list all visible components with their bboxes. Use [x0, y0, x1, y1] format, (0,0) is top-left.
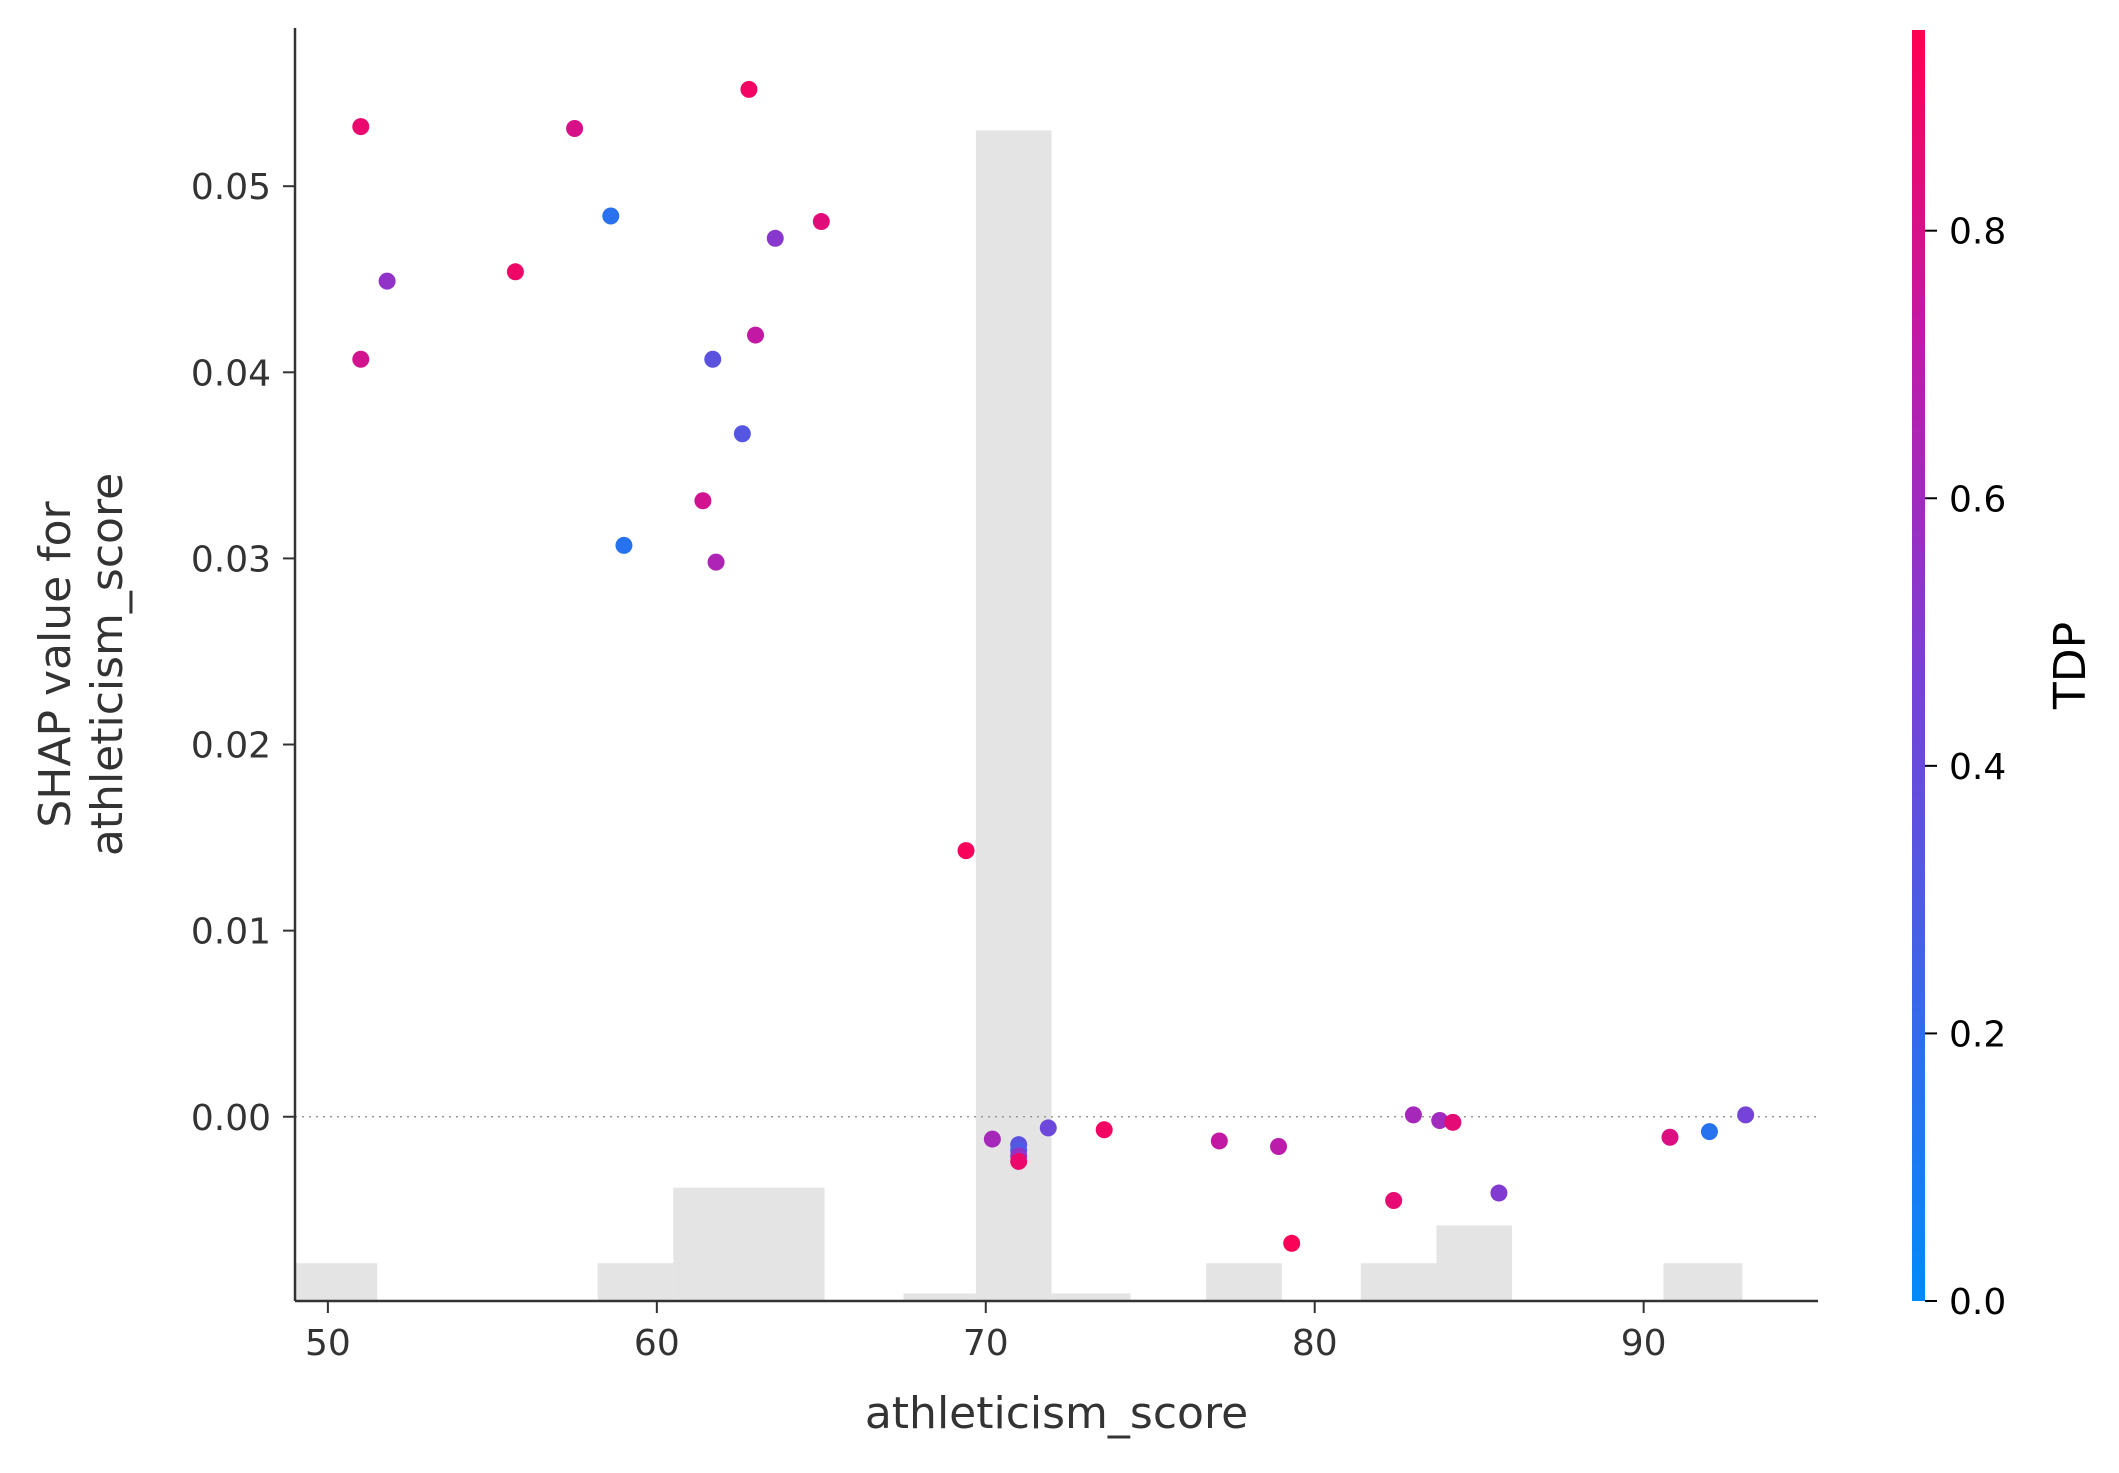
x-axis-label: athleticism_score [865, 1388, 1248, 1439]
scatter-point-22 [1095, 1121, 1113, 1139]
scatter-point-32 [1700, 1123, 1718, 1141]
scatter-point-27 [1404, 1106, 1422, 1124]
histogram-bar-1 [597, 1263, 674, 1301]
colorbar-gradient [1912, 30, 1925, 1301]
colorbar-tick-label-2: 0.4 [1949, 747, 2006, 788]
scatter-point-21 [1039, 1119, 1057, 1137]
scatter-point-23 [1210, 1132, 1228, 1150]
y-tick-label-2: 0.02 [191, 726, 271, 767]
histogram-bar-7 [1360, 1263, 1437, 1301]
scatter-point-33 [1737, 1106, 1755, 1124]
scatter-point-25 [1283, 1234, 1301, 1252]
histogram-bar-4 [975, 130, 1052, 1302]
scatter-point-6 [615, 536, 633, 554]
y-tick-label-5: 0.05 [191, 167, 271, 208]
x-tick-label-0: 50 [305, 1323, 351, 1364]
scatter-point-28 [1431, 1111, 1449, 1129]
scatter-point-8 [704, 350, 722, 368]
scatter-point-15 [957, 842, 975, 860]
scatter-point-0 [352, 118, 370, 136]
y-axis-label-line-2: athleticism_score [82, 473, 133, 856]
colorbar-tick-label-1: 0.2 [1949, 1014, 2006, 1055]
scatter-point-12 [747, 326, 765, 344]
histogram-bar-5 [1051, 1293, 1131, 1301]
histogram-bar-9 [1663, 1263, 1743, 1301]
x-tick-label-1: 60 [634, 1323, 680, 1364]
scatter-point-2 [378, 272, 396, 290]
histogram-bar-3 [903, 1293, 976, 1301]
y-tick-label-4: 0.04 [191, 353, 271, 394]
y-tick-label-0: 0.00 [191, 1098, 271, 1139]
scatter-point-31 [1661, 1128, 1679, 1146]
scatter-point-20 [1010, 1152, 1028, 1170]
scatter-point-9 [707, 553, 725, 571]
scatter-point-4 [566, 120, 584, 137]
scatter-point-24 [1270, 1138, 1288, 1156]
y-axis-label-line-1: SHAP value for [30, 500, 81, 827]
colorbar-tick-label-4: 0.8 [1949, 212, 2006, 253]
x-tick-label-2: 70 [963, 1323, 1009, 1364]
scatter-point-11 [740, 80, 758, 98]
axes: 50 60 70 80 90 0.00 0.01 0.02 0.03 0.04 0.05 [191, 28, 1818, 1364]
scatter-point-7 [694, 492, 712, 510]
scatter-point-5 [602, 207, 620, 225]
feature-histogram [295, 130, 1743, 1302]
scatter-point-13 [766, 229, 784, 247]
x-tick-label-4: 90 [1621, 1323, 1667, 1364]
histogram-bar-8 [1436, 1225, 1513, 1301]
colorbar-tick-label-3: 0.6 [1949, 479, 2006, 520]
colorbar-tick-label-0: 0.0 [1949, 1282, 2006, 1323]
scatter-point-30 [1490, 1184, 1508, 1202]
y-tick-label-1: 0.01 [191, 912, 271, 953]
scatter-point-29 [1444, 1113, 1462, 1131]
scatter-point-26 [1385, 1192, 1403, 1209]
colorbar-label: TDP [2045, 622, 2096, 710]
histogram-bar-2 [673, 1187, 825, 1301]
scatter-points [352, 80, 1755, 1252]
scatter-point-1 [352, 350, 370, 368]
scatter-point-14 [812, 213, 830, 231]
scatter-point-10 [733, 425, 751, 443]
scatter-point-3 [506, 263, 524, 281]
x-tick-label-3: 80 [1292, 1323, 1338, 1364]
scatter-point-16 [983, 1130, 1001, 1148]
colorbar: 0.0 0.2 0.4 0.6 0.8 [1912, 30, 2006, 1323]
y-tick-label-3: 0.03 [191, 539, 271, 580]
histogram-bar-6 [1206, 1263, 1282, 1301]
histogram-bar-0 [295, 1263, 378, 1301]
